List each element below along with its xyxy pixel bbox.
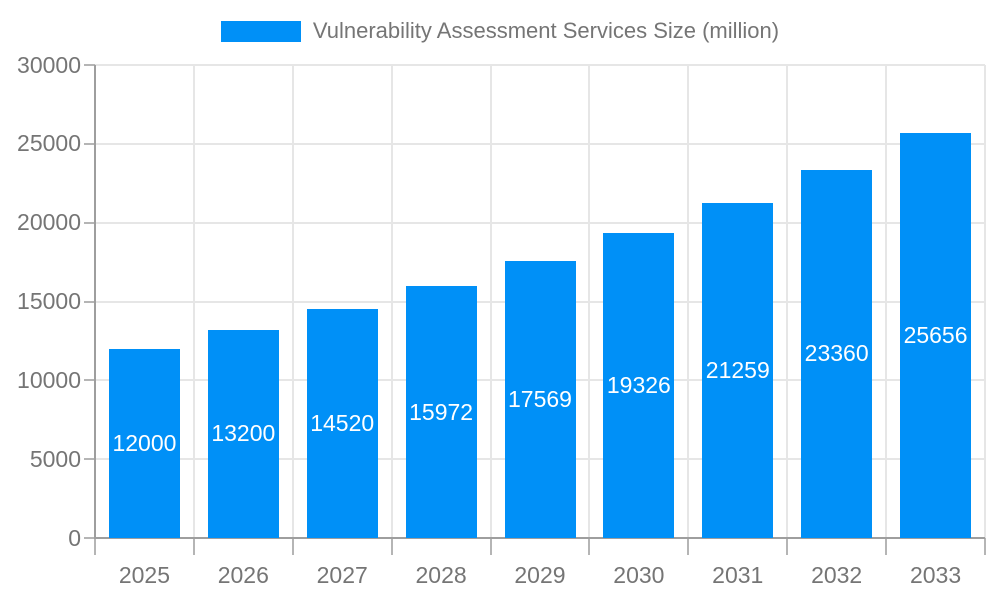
gridline-vertical (192, 65, 195, 538)
y-tick-mark (84, 64, 95, 66)
x-axis-tick-label: 2033 (909, 562, 962, 588)
x-axis-line (94, 537, 985, 539)
y-tick-mark (84, 458, 95, 461)
x-axis-tick-label: 2029 (514, 562, 566, 588)
chart-legend: Vulnerability Assessment Services Size (… (0, 18, 1000, 43)
y-tick-mark (84, 300, 95, 303)
y-axis-tick-label: 5000 (29, 445, 81, 472)
x-tick-mark (588, 538, 591, 555)
legend-swatch (220, 20, 301, 42)
x-axis-tick-label: 2030 (613, 562, 665, 588)
x-tick-mark (489, 538, 492, 555)
bar (405, 286, 477, 538)
bar-value-label: 13200 (211, 420, 276, 447)
x-axis-tick-label: 2026 (217, 562, 269, 588)
x-tick-mark (192, 538, 195, 555)
y-tick-mark (84, 221, 95, 224)
y-tick-mark (84, 142, 95, 145)
bar (801, 169, 873, 538)
gridline-horizontal (95, 64, 985, 66)
bar (900, 133, 972, 538)
y-axis-tick-label: 25000 (17, 130, 81, 157)
gridline-vertical (885, 65, 888, 538)
bar-value-label: 15972 (409, 398, 474, 425)
y-axis-tick-label: 15000 (17, 288, 81, 314)
x-axis-tick-label: 2031 (712, 562, 764, 588)
y-axis-tick-label: 30000 (17, 51, 81, 78)
gridline-vertical (390, 65, 393, 538)
y-axis-tick-label: 20000 (17, 209, 81, 236)
bar-value-label: 21259 (705, 356, 770, 383)
gridline-horizontal (95, 142, 985, 145)
y-tick-mark (84, 537, 95, 539)
x-tick-mark (291, 538, 294, 555)
gridline-vertical (687, 65, 690, 538)
x-tick-mark (786, 538, 789, 555)
bar-value-label: 25656 (903, 322, 968, 349)
bar (603, 233, 675, 538)
bar-value-label: 17569 (508, 385, 572, 412)
gridline-vertical (489, 65, 492, 538)
x-axis-tick-label: 2027 (316, 562, 368, 588)
bar-value-label: 14520 (310, 410, 375, 437)
bar (108, 348, 180, 538)
gridline-vertical (984, 65, 986, 538)
bar-value-label: 12000 (112, 429, 177, 456)
y-axis-tick-label: 10000 (17, 366, 81, 393)
y-axis-tick-label: 0 (68, 524, 81, 551)
x-axis-tick-label: 2025 (118, 562, 171, 588)
gridline-vertical (786, 65, 789, 538)
x-axis-tick-label: 2032 (811, 562, 863, 588)
bar-value-label: 19326 (606, 372, 671, 399)
bar (207, 329, 279, 538)
bar (702, 202, 774, 538)
gridline-vertical (291, 65, 294, 538)
x-axis-tick-label: 2028 (415, 562, 467, 588)
bar (306, 309, 378, 538)
x-tick-mark (885, 538, 888, 555)
y-axis-line (94, 65, 96, 538)
bar (504, 260, 576, 538)
x-tick-mark (984, 538, 986, 555)
bar-value-label: 23360 (804, 340, 869, 367)
x-tick-mark (687, 538, 690, 555)
y-tick-mark (84, 379, 95, 382)
gridline-vertical (588, 65, 591, 538)
legend-label: Vulnerability Assessment Services Size (… (312, 18, 780, 43)
gridline-horizontal (95, 221, 985, 224)
x-tick-mark (390, 538, 393, 555)
x-tick-mark (94, 538, 96, 555)
